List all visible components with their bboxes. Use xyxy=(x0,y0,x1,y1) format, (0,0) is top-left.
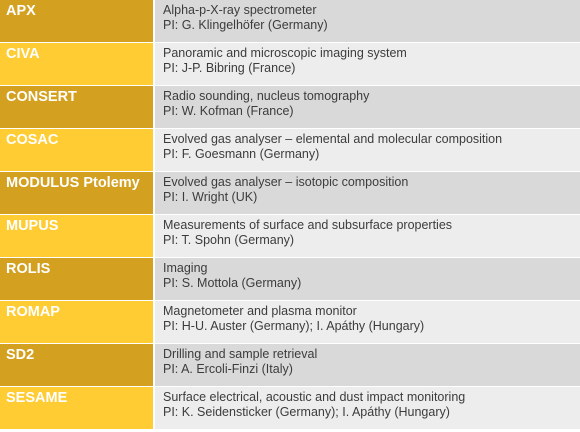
instrument-description: Measurements of surface and subsurface p… xyxy=(163,218,453,232)
instrument-description: Radio sounding, nucleus tomography xyxy=(163,89,370,103)
instrument-name: SD2 xyxy=(0,344,153,386)
instrument-description: Magnetometer and plasma monitor xyxy=(163,304,357,318)
principal-investigator: PI: I. Wright (UK) xyxy=(163,190,258,204)
principal-investigator: PI: G. Klingelhöfer (Germany) xyxy=(163,18,328,32)
table-row: SD2 Drilling and sample retrieval PI: A.… xyxy=(0,343,580,386)
instrument-details: Imaging PI: S. Mottola (Germany) xyxy=(153,258,580,300)
instrument-description: Evolved gas analyser – elemental and mol… xyxy=(163,132,503,146)
instrument-name: MODULUS Ptolemy xyxy=(0,172,153,214)
principal-investigator: PI: K. Seidensticker (Germany); I. Apáth… xyxy=(163,405,450,419)
instrument-description: Imaging xyxy=(163,261,208,275)
table-row: CIVA Panoramic and microscopic imaging s… xyxy=(0,42,580,85)
table-row: ROLIS Imaging PI: S. Mottola (Germany) xyxy=(0,257,580,300)
instrument-details: Panoramic and microscopic imaging system… xyxy=(153,43,580,85)
instrument-description: Evolved gas analyser – isotopic composit… xyxy=(163,175,409,189)
principal-investigator: PI: H-U. Auster (Germany); I. Apáthy (Hu… xyxy=(163,319,425,333)
table-row: CONSERT Radio sounding, nucleus tomograp… xyxy=(0,85,580,128)
instrument-name: SESAME xyxy=(0,387,153,429)
instrument-name: ROLIS xyxy=(0,258,153,300)
principal-investigator: PI: A. Ercoli-Finzi (Italy) xyxy=(163,362,293,376)
instrument-description: Alpha-p-X-ray spectrometer xyxy=(163,3,317,17)
table-row: COSAC Evolved gas analyser – elemental a… xyxy=(0,128,580,171)
instrument-details: Measurements of surface and subsurface p… xyxy=(153,215,580,257)
instrument-description: Surface electrical, acoustic and dust im… xyxy=(163,390,466,404)
instrument-details: Surface electrical, acoustic and dust im… xyxy=(153,387,580,429)
instrument-details: Radio sounding, nucleus tomography PI: W… xyxy=(153,86,580,128)
principal-investigator: PI: F. Goesmann (Germany) xyxy=(163,147,320,161)
table-row: ROMAP Magnetometer and plasma monitor PI… xyxy=(0,300,580,343)
principal-investigator: PI: J-P. Bibring (France) xyxy=(163,61,296,75)
instrument-name: CIVA xyxy=(0,43,153,85)
instrument-details: Drilling and sample retrieval PI: A. Erc… xyxy=(153,344,580,386)
instrument-details: Evolved gas analyser – isotopic composit… xyxy=(153,172,580,214)
instrument-details: Evolved gas analyser – elemental and mol… xyxy=(153,129,580,171)
principal-investigator: PI: T. Spohn (Germany) xyxy=(163,233,295,247)
instrument-details: Magnetometer and plasma monitor PI: H-U.… xyxy=(153,301,580,343)
instrument-name: ROMAP xyxy=(0,301,153,343)
instrument-name: APX xyxy=(0,0,153,42)
table-row: MODULUS Ptolemy Evolved gas analyser – i… xyxy=(0,171,580,214)
principal-investigator: PI: W. Kofman (France) xyxy=(163,104,294,118)
instrument-name: COSAC xyxy=(0,129,153,171)
instrument-description: Drilling and sample retrieval xyxy=(163,347,318,361)
table-row: MUPUS Measurements of surface and subsur… xyxy=(0,214,580,257)
table-row: SESAME Surface electrical, acoustic and … xyxy=(0,386,580,429)
instrument-name: MUPUS xyxy=(0,215,153,257)
instrument-details: Alpha-p-X-ray spectrometer PI: G. Klinge… xyxy=(153,0,580,42)
table-row: APX Alpha-p-X-ray spectrometer PI: G. Kl… xyxy=(0,0,580,42)
instrument-description: Panoramic and microscopic imaging system xyxy=(163,46,407,60)
instrument-name: CONSERT xyxy=(0,86,153,128)
principal-investigator: PI: S. Mottola (Germany) xyxy=(163,276,302,290)
